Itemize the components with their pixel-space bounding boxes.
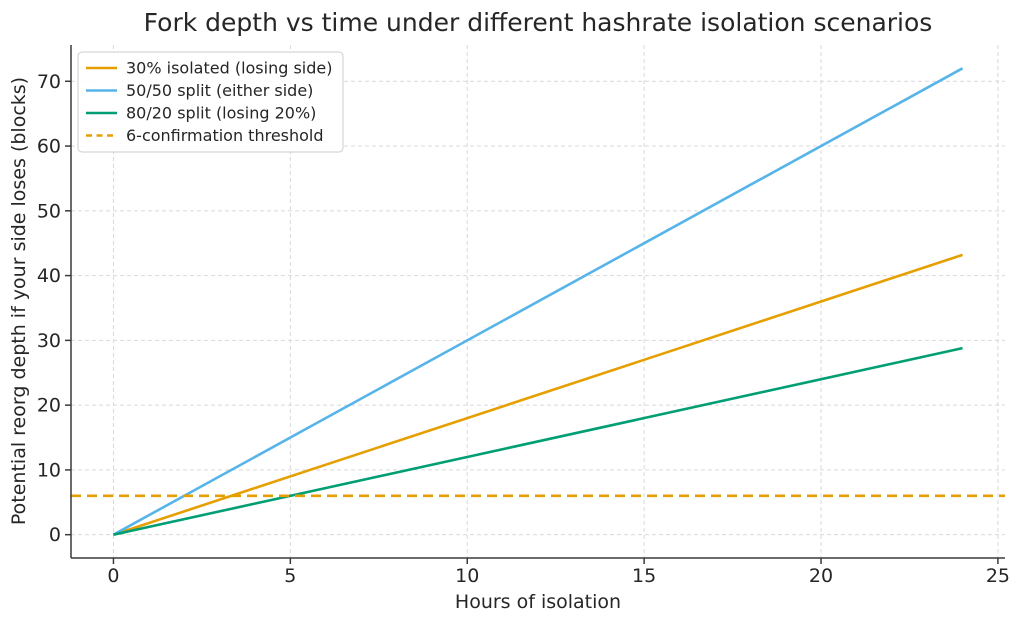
y-axis-label: Potential reorg depth if your side loses… (8, 77, 30, 525)
x-axis-label: Hours of isolation (455, 591, 621, 613)
legend-entry-label-0: 30% isolated (losing side) (126, 59, 333, 78)
axes: 0 5 10 15 20 25 0 10 20 30 40 50 60 70 (37, 45, 1010, 587)
y-tick-label: 50 (37, 200, 61, 222)
x-tick-label: 10 (455, 565, 479, 587)
x-tick-label: 0 (107, 565, 119, 587)
x-tick-label: 20 (809, 565, 833, 587)
series-line-0 (113, 253, 963, 536)
y-tick-label: 20 (37, 395, 61, 417)
x-tick-label: 25 (986, 565, 1010, 587)
y-tick-label: 60 (37, 136, 61, 158)
y-tick-label: 40 (37, 265, 61, 287)
y-tick-label: 30 (37, 330, 61, 352)
legend-entry-label-2: 80/20 split (losing 20%) (126, 104, 316, 123)
data-series (71, 67, 1005, 536)
series-line-1 (112, 67, 964, 536)
y-tick-label: 70 (37, 71, 61, 93)
chart-title: Fork depth vs time under different hashr… (144, 8, 933, 37)
x-tick-label: 15 (632, 565, 656, 587)
x-tick-label: 5 (284, 565, 296, 587)
y-tick-label: 0 (49, 524, 61, 546)
legend: 30% isolated (losing side) 50/50 split (e… (77, 51, 344, 153)
legend-entry-label-1: 50/50 split (either side) (126, 81, 313, 100)
y-tick-label: 10 (37, 459, 61, 481)
series-line-2 (113, 346, 963, 536)
legend-box (77, 51, 344, 153)
legend-entry-label-3: 6-confirmation threshold (126, 126, 324, 145)
